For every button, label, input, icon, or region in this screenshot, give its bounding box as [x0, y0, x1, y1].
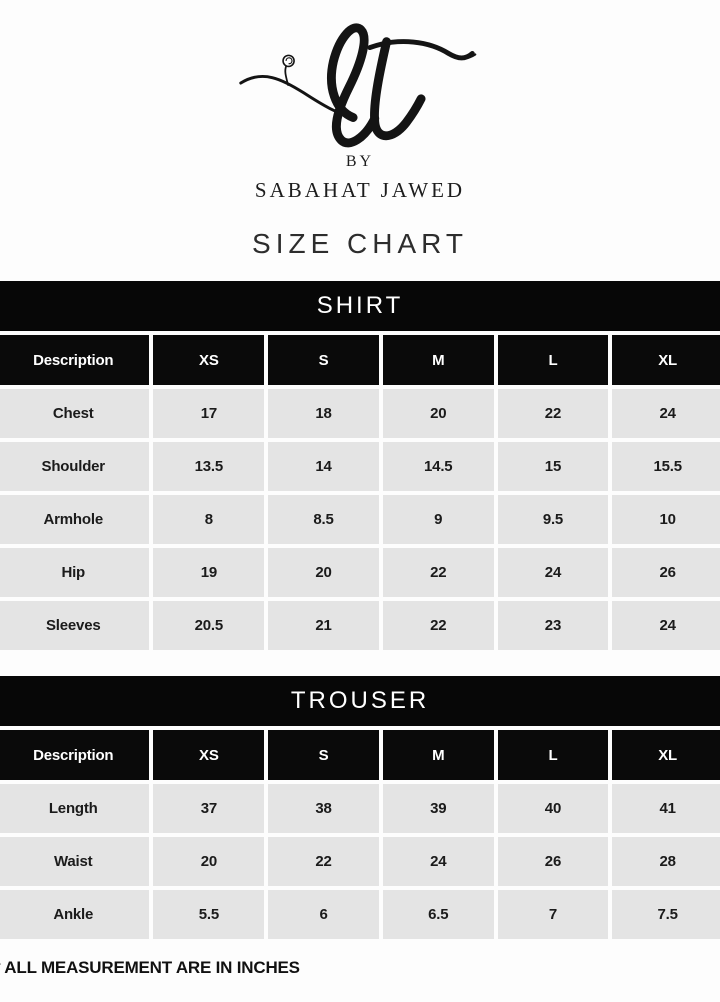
cell: 14.5: [382, 442, 494, 491]
trouser-header-row: Description XS S M L XL: [0, 730, 720, 780]
cell: 15: [497, 442, 609, 491]
cell: 17: [153, 389, 265, 438]
table-row-waist: Waist 20 22 24 26 28: [0, 837, 720, 886]
row-label: Armhole: [0, 495, 150, 544]
measurement-footnote: * ALL MEASUREMENT ARE IN INCHES: [0, 958, 300, 977]
cell: 24: [612, 389, 720, 438]
cell: 19: [153, 548, 265, 597]
row-label: Sleeves: [0, 601, 150, 650]
shirt-size-table: Description XS S M L XL Chest 17 18 20 2…: [0, 331, 720, 654]
column-header-m: M: [382, 730, 494, 780]
cell: 41: [612, 784, 720, 833]
cell: 8: [153, 495, 265, 544]
shirt-section-banner: SHIRT: [0, 281, 720, 331]
cell: 24: [382, 837, 494, 886]
cell: 24: [612, 601, 720, 650]
cell: 22: [382, 601, 494, 650]
cell: 13.5: [153, 442, 265, 491]
cell: 6.5: [382, 890, 494, 939]
cell: 22: [497, 389, 609, 438]
cell: 9.5: [497, 495, 609, 544]
page-title: SIZE CHART: [252, 228, 468, 259]
cell: 38: [268, 784, 379, 833]
column-header-xs: XS: [153, 335, 265, 385]
cell: 10: [612, 495, 720, 544]
cell: 7.5: [612, 890, 720, 939]
cell: 7: [497, 890, 609, 939]
cell: 26: [497, 837, 609, 886]
table-row-shoulder: Shoulder 13.5 14 14.5 15 15.5: [0, 442, 720, 491]
cell: 9: [382, 495, 494, 544]
trouser-section-banner: TROUSER: [0, 676, 720, 726]
column-header-l: L: [497, 335, 609, 385]
cell: 21: [268, 601, 379, 650]
shirt-header-row: Description XS S M L XL: [0, 335, 720, 385]
cell: 5.5: [153, 890, 265, 939]
brand-name: SABAHAT JAWED: [254, 178, 466, 202]
table-row-chest: Chest 17 18 20 22 24: [0, 389, 720, 438]
cell: 39: [382, 784, 494, 833]
cell: 28: [612, 837, 720, 886]
table-row-armhole: Armhole 8 8.5 9 9.5 10: [0, 495, 720, 544]
brand-lt-script-flower-icon: [239, 23, 477, 148]
cell: 22: [382, 548, 494, 597]
row-label: Chest: [0, 389, 150, 438]
cell: 6: [268, 890, 379, 939]
cell: 26: [612, 548, 720, 597]
cell: 24: [497, 548, 609, 597]
table-row-hip: Hip 19 20 22 24 26: [0, 548, 720, 597]
cell: 37: [153, 784, 265, 833]
column-header-xl: XL: [612, 730, 720, 780]
trouser-size-table: Description XS S M L XL Length 37 38 39 …: [0, 726, 720, 943]
cell: 20: [153, 837, 265, 886]
table-row-ankle: Ankle 5.5 6 6.5 7 7.5: [0, 890, 720, 939]
cell: 20: [268, 548, 379, 597]
column-header-m: M: [382, 335, 494, 385]
cell: 22: [268, 837, 379, 886]
table-row-sleeves: Sleeves 20.5 21 22 23 24: [0, 601, 720, 650]
brand-byline: BY: [345, 153, 375, 170]
cell: 8.5: [268, 495, 379, 544]
column-header-xs: XS: [153, 730, 265, 780]
row-label: Ankle: [0, 890, 150, 939]
cell: 15.5: [612, 442, 720, 491]
cell: 23: [497, 601, 609, 650]
column-header-s: S: [268, 730, 379, 780]
row-label: Waist: [0, 837, 150, 886]
table-row-length: Length 37 38 39 40 41: [0, 784, 720, 833]
cell: 40: [497, 784, 609, 833]
cell: 20.5: [153, 601, 265, 650]
cell: 14: [268, 442, 379, 491]
column-header-xl: XL: [612, 335, 720, 385]
row-label: Shoulder: [0, 442, 150, 491]
cell: 18: [268, 389, 379, 438]
column-header-s: S: [268, 335, 379, 385]
column-header-description: Description: [0, 730, 150, 780]
column-header-description: Description: [0, 335, 150, 385]
cell: 20: [382, 389, 494, 438]
row-label: Length: [0, 784, 150, 833]
brand-block: BY SABAHAT JAWED SIZE CHART: [0, 0, 720, 260]
row-label: Hip: [0, 548, 150, 597]
column-header-l: L: [497, 730, 609, 780]
